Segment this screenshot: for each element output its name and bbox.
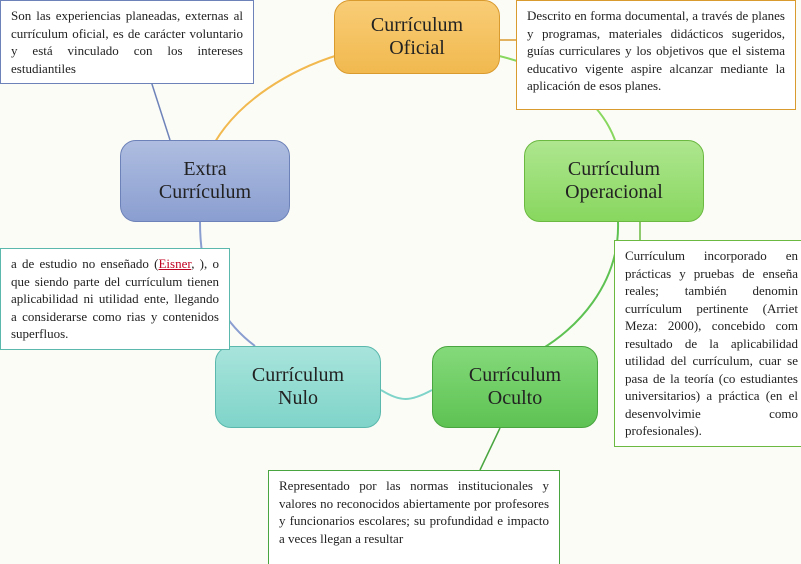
node-operacional: CurrículumOperacional bbox=[524, 140, 704, 222]
edge-operacional-oculto bbox=[540, 222, 618, 350]
node-extra: ExtraCurrículum bbox=[120, 140, 290, 222]
node-label-nulo: CurrículumNulo bbox=[252, 364, 344, 410]
note-oculto: Representado por las normas instituciona… bbox=[268, 470, 560, 564]
note-nulo: a de estudio no enseñado (Eisner, ), o q… bbox=[0, 248, 230, 350]
note-link-note-extra bbox=[150, 78, 170, 140]
node-label-oculto: CurrículumOculto bbox=[469, 364, 561, 410]
note-operacional: Currículum incorporado en prácticas y pr… bbox=[614, 240, 801, 447]
edge-oculto-nulo bbox=[381, 390, 432, 399]
node-label-oficial: CurrículumOficial bbox=[371, 14, 463, 60]
node-oculto: CurrículumOculto bbox=[432, 346, 598, 428]
node-label-extra: ExtraCurrículum bbox=[159, 158, 251, 204]
node-nulo: CurrículumNulo bbox=[215, 346, 381, 428]
node-label-operacional: CurrículumOperacional bbox=[565, 158, 663, 204]
note-extra: Son las experiencias planeadas, externas… bbox=[0, 0, 254, 84]
diagram-stage: { "background_color": "#fcfcf7", "canvas… bbox=[0, 0, 801, 564]
node-oficial: CurrículumOficial bbox=[334, 0, 500, 74]
note-oficial: Descrito en forma documental, a través d… bbox=[516, 0, 796, 110]
note-link-note-oculto bbox=[480, 428, 500, 470]
